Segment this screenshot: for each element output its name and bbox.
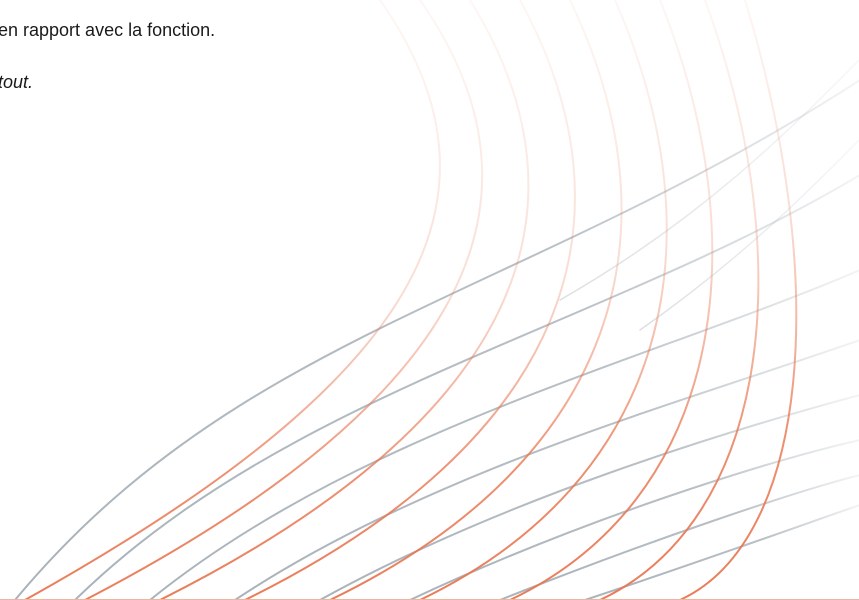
gray-wave-line (149, 269, 859, 600)
gray-wave-line (74, 174, 859, 600)
orange-wave-line (599, 0, 760, 600)
orange-wave-line (419, 0, 668, 600)
orange-wave-line (24, 0, 441, 600)
gray-wave-line (14, 79, 859, 600)
gray-wave-line (319, 394, 859, 600)
orange-wave-line (329, 0, 623, 600)
orange-wave-line (84, 0, 484, 600)
body-text-italic-line: tout. (0, 72, 34, 92)
orange-wave-line (679, 0, 798, 600)
gray-wave-line (409, 439, 859, 600)
faint-wave-line (559, 59, 859, 301)
gray-wave-line (234, 339, 859, 600)
orange-wave-line (509, 0, 714, 600)
gray-wave-line (499, 474, 859, 600)
body-text-line: en rapport avec la fonction. (0, 20, 216, 40)
orange-wave-line (244, 0, 576, 600)
gray-wave-line (584, 504, 859, 600)
faint-wave-line (639, 139, 859, 331)
orange-wave-line (159, 0, 530, 600)
